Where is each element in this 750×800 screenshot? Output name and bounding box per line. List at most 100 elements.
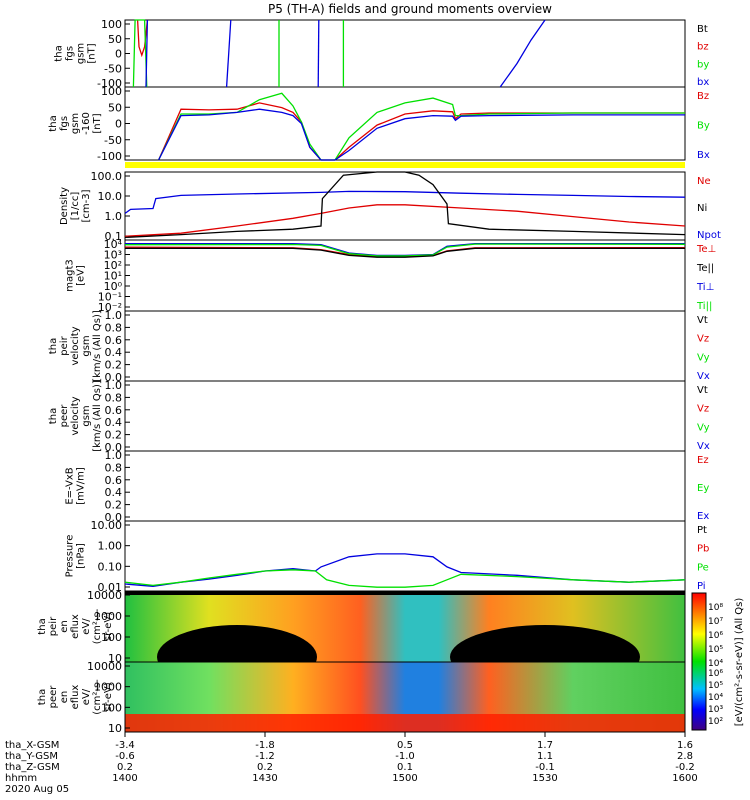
panel-efield: 1.00.80.60.40.20.0 E=-VxB[mV/m] Ez Ey Ex [65,449,710,524]
ylabel-line: eV/ [81,688,92,705]
electron-low-energy-band [125,714,685,732]
legend-Bx: Bx [697,150,710,161]
ylabel-line: [nT] [92,113,103,133]
ylabel: thapeervelocitygsm[km/s (All Qs)] [48,380,103,452]
xaxis-row-label: hhmm [5,773,37,784]
xaxis-tick-tha_X-GSM: -3.4 [115,740,135,751]
xaxis-tick-tha_Y-GSM: 1.1 [537,751,553,762]
ytick-label: 100 [101,701,122,714]
ytick-label: 10⁻² [98,301,122,314]
ytick-label: 0.0 [105,441,123,454]
panel-frame [124,19,686,88]
ylabel-line: fgs [65,46,76,61]
colorbar-tick: 10⁵ [708,645,723,655]
legend-Ti⊥: Ti⊥ [696,282,714,293]
series-pressure-Pe [124,569,686,588]
series-temp-Ti⊥ [125,242,685,257]
colorbar-tick: 10⁸ [708,603,723,613]
legend-Ex: Ex [697,511,709,522]
ylabel-line: Density [59,187,70,225]
ytick-label: -100 [97,150,122,163]
ytick-label: 10¹ [104,270,122,283]
ytick-label: 100 [101,18,122,31]
ylabel: Pressure[nPa] [65,535,87,578]
xaxis-tick-tha_Z-GSM: 0.2 [117,762,133,773]
ytick-label: 0 [115,48,122,61]
ylabel-line: [mV/m] [76,467,87,505]
xaxis-row-label: tha_Z-GSM [5,762,60,773]
series-temp-Ti|| [124,243,686,257]
legend-Vx: Vx [697,371,710,382]
xaxis-tick-tha_X-GSM: 0.5 [397,740,413,751]
legend-Vz: Vz [697,404,709,415]
xaxis-tick-tha_Z-GSM: 0.2 [257,762,273,773]
xaxis-tick-hhmm: 1400 [112,773,137,784]
ytick-label: 10⁰ [104,280,123,293]
ytick-label: 0.10 [98,560,123,573]
ytick-label: 50 [108,33,122,46]
ylabel-line: tha [48,408,59,424]
ytick-label: 10³ [104,249,122,262]
panel-frame [124,310,686,382]
legend-Ez: Ez [697,455,709,466]
ylabel-line: gsm [81,405,92,426]
ytick-label: 10⁴ [104,238,123,251]
ylabel-line: sr-eV) [103,612,114,641]
panel-peirv: 1.00.80.60.40.20.0thapeirvelocitygsm[km/… [48,309,710,384]
quality-flag-bar [125,162,685,168]
ytick-label: 50 [108,101,122,114]
ytick-label: 0.2 [105,359,123,372]
legend-Pi: Pi [697,581,706,592]
legend-Te⊥: Te⊥ [696,244,716,255]
xaxis-tick-tha_X-GSM: -1.8 [255,740,275,751]
colorbar-tick: 10³ [708,705,723,715]
ylabel-line: en [59,691,70,704]
ytick-label: 1.0 [105,449,123,462]
ylabel-line: [nT] [87,43,98,63]
ytick-label: 1.0 [105,210,123,223]
ylabel-line: peer [59,404,70,428]
ytick-label: 0.6 [105,474,123,487]
ytick-label: 10000 [87,589,122,602]
ylabel-line: [km/s (All Qs)] [92,380,103,452]
xaxis-tick-hhmm: 1530 [532,773,557,784]
ytick-label: 0.8 [105,461,123,474]
panel-frame [124,86,686,161]
ylabel-line: peir [48,616,59,636]
ytick-label: -50 [104,134,122,147]
legend-Vt: Vt [697,315,708,326]
legend-Te||: Te|| [696,263,714,274]
series-density-Ni [124,171,686,239]
legend-bx: bx [697,77,709,88]
series-fgs2-By [158,92,685,161]
ylabel: thapeerenefluxeV/(cm²-s-sr-eV) [37,679,114,715]
panel-frame [124,239,686,312]
xaxis-tick-tha_Z-GSM: -0.2 [675,762,695,773]
xaxis-tick-tha_Y-GSM: -1.2 [255,751,275,762]
legend-Ne: Ne [697,176,711,187]
ytick-label: 10000 [87,660,122,673]
series-fgs-bx2 [225,19,232,88]
ylabel-line: [cm-3] [81,189,92,222]
ylabel: Density[1/cc][cm-3] [59,187,92,225]
legend-Ey: Ey [697,483,709,494]
series-fgs2-Bx [158,108,685,161]
colorbar-tick: 10⁷ [708,617,723,627]
plot-title: P5 (TH-A) fields and ground moments over… [268,2,552,16]
xaxis-row-label: tha_Y-GSM [5,751,58,762]
ytick-label: 1.00 [98,540,123,553]
panel-frame [124,450,686,522]
colorbar [691,592,707,731]
ylabel-line: peir [59,335,70,355]
ytick-label: -50 [104,62,122,75]
legend-Vy: Vy [697,422,710,433]
ytick-label: 10.0 [98,190,123,203]
ytick-label: 10 [108,652,122,665]
ytick-label: 0.4 [105,486,123,499]
ytick-label: 10² [104,259,122,272]
legend-Bt: Bt [697,24,708,35]
series-density-Ne [124,204,686,237]
